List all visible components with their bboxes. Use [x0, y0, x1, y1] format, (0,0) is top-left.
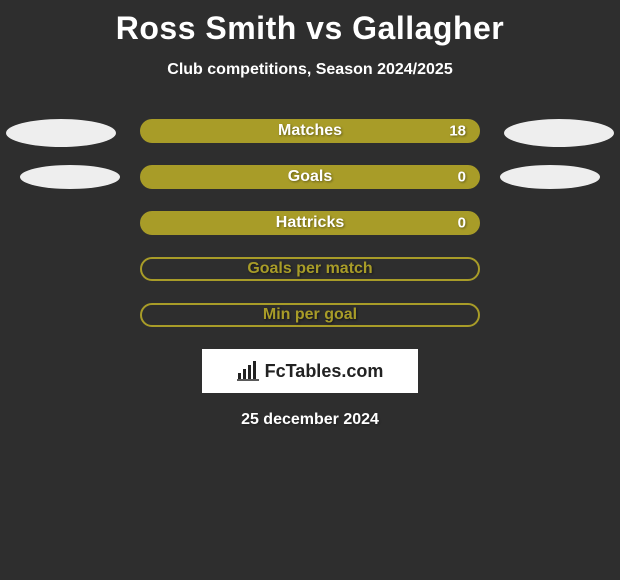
- player-right-avatar-placeholder: [504, 119, 614, 147]
- stat-bar-min-per-goal: Min per goal: [140, 303, 480, 327]
- stat-bars: Matches 18 Goals 0 Hattricks 0 Goals per…: [140, 119, 480, 327]
- player-left-avatar-placeholder: [6, 119, 116, 147]
- stat-label: Matches: [278, 122, 342, 140]
- page-subtitle: Club competitions, Season 2024/2025: [0, 61, 620, 79]
- stat-bar-goals: Goals 0: [140, 165, 480, 189]
- stat-bar-matches: Matches 18: [140, 119, 480, 143]
- source-logo: FcTables.com: [202, 349, 418, 393]
- stat-label: Goals: [288, 168, 332, 186]
- source-logo-text: FcTables.com: [265, 361, 384, 382]
- stat-label: Hattricks: [276, 214, 344, 232]
- stat-label: Goals per match: [247, 260, 372, 278]
- stat-bar-hattricks: Hattricks 0: [140, 211, 480, 235]
- stat-value: 18: [449, 123, 466, 140]
- bar-chart-icon: [237, 361, 259, 381]
- stat-value: 0: [458, 169, 466, 186]
- stat-bar-goals-per-match: Goals per match: [140, 257, 480, 281]
- comparison-content: Matches 18 Goals 0 Hattricks 0 Goals per…: [0, 119, 620, 429]
- player-right-badge-placeholder: [500, 165, 600, 189]
- stat-value: 0: [458, 215, 466, 232]
- stat-label: Min per goal: [263, 306, 357, 324]
- snapshot-date: 25 december 2024: [0, 411, 620, 429]
- page-title: Ross Smith vs Gallagher: [0, 0, 620, 47]
- player-left-badge-placeholder: [20, 165, 120, 189]
